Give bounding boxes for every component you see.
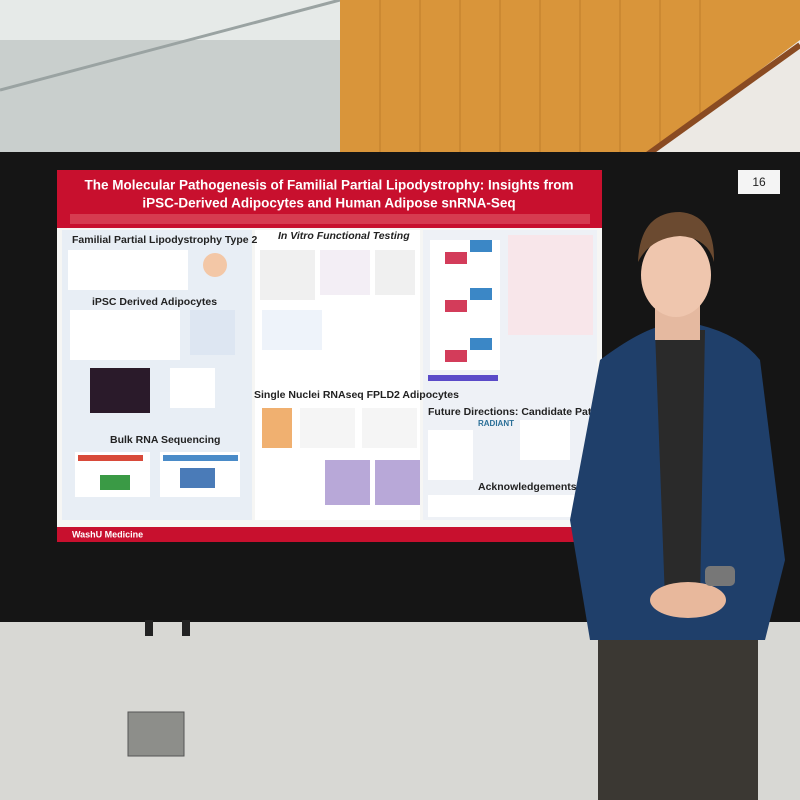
shape	[320, 250, 370, 295]
logo: RADIANT	[478, 419, 514, 428]
shape	[70, 310, 180, 360]
shape	[445, 252, 467, 264]
section-heading: Single Nuclei RNAseq FPLD2 Adipocytes	[254, 389, 459, 401]
wood-slats	[379, 0, 701, 160]
shape	[428, 375, 498, 381]
section-heading: Bulk RNA Sequencing	[110, 434, 220, 446]
shape	[470, 338, 492, 350]
shape	[638, 212, 715, 262]
shape	[300, 408, 355, 448]
shape	[428, 430, 473, 480]
author-line	[70, 214, 590, 224]
stair-rail	[0, 0, 341, 92]
poster-title: The Molecular Pathogenesis of Familial P…	[84, 178, 573, 193]
shape	[655, 330, 705, 600]
poster-title: iPSC-Derived Adipocytes and Human Adipos…	[142, 196, 515, 211]
shape	[445, 350, 467, 362]
shape	[262, 408, 292, 448]
poster-footer	[57, 527, 602, 542]
board-leg	[182, 620, 190, 636]
figures	[68, 235, 593, 517]
shape	[190, 310, 235, 355]
shape	[445, 300, 467, 312]
shape	[78, 455, 143, 461]
shape	[68, 250, 188, 290]
shape	[262, 460, 317, 505]
section-heading: iPSC Derived Adipocytes	[92, 296, 217, 308]
shape	[100, 475, 130, 490]
person	[570, 212, 785, 800]
shape	[375, 460, 420, 505]
board-leg	[145, 620, 153, 636]
shape	[330, 310, 410, 350]
floor-outlet	[127, 711, 185, 757]
footer-logo: WashU Medicine	[72, 529, 143, 539]
ceiling	[0, 0, 340, 40]
shape	[375, 250, 415, 295]
shape	[362, 408, 417, 448]
shape	[598, 620, 758, 800]
shape	[641, 233, 711, 317]
board-number-card	[738, 170, 780, 194]
shape	[163, 455, 238, 461]
shape	[260, 250, 315, 300]
shape	[262, 310, 322, 350]
stair-edge	[638, 42, 800, 163]
shape	[428, 495, 578, 517]
shape	[170, 368, 215, 408]
shape	[470, 288, 492, 300]
shape	[325, 460, 370, 505]
shape	[90, 368, 150, 413]
shape	[520, 420, 570, 460]
shape	[203, 253, 227, 277]
shape	[705, 566, 735, 586]
shape	[470, 240, 492, 252]
section-heading: In Vitro Functional Testing	[278, 230, 410, 242]
board-number: 16	[752, 175, 766, 189]
section-heading: Familial Partial Lipodystrophy Type 2	[72, 234, 258, 246]
shape	[180, 468, 215, 488]
shape	[508, 235, 593, 335]
shape	[650, 582, 726, 618]
